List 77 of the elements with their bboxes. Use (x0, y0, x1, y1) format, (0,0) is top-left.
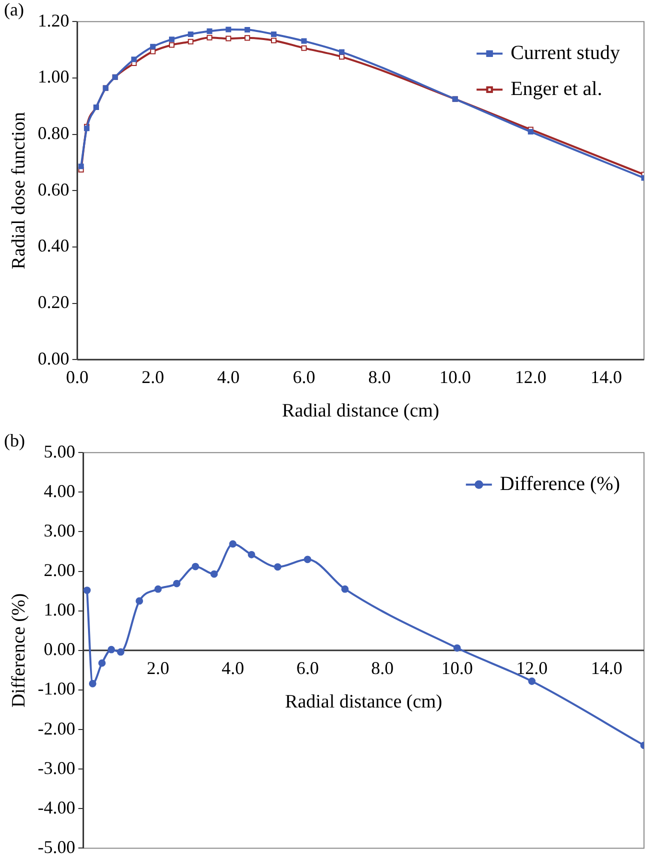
y-tick-label: 0.80 (38, 123, 70, 143)
y-tick-label: 0.20 (38, 292, 70, 312)
chart-title: (a) (4, 0, 24, 20)
point (341, 585, 349, 593)
y-tick-label: -1.00 (38, 678, 76, 699)
point (301, 38, 307, 44)
x-tick-label: 8.0 (371, 658, 394, 678)
point (192, 562, 200, 570)
y-tick-label: 1.00 (44, 600, 76, 620)
point (116, 648, 124, 656)
y-tick-label: 1.20 (38, 10, 70, 30)
point (206, 34, 212, 40)
x-tick-label: 4.0 (217, 367, 240, 388)
point (168, 36, 175, 42)
y-tick-label: 2.00 (44, 560, 76, 580)
y-tick-label: -5.00 (38, 836, 76, 857)
x-tick-label: 4.0 (222, 658, 244, 678)
y-tick-label: 0.00 (38, 348, 70, 368)
point (98, 659, 106, 667)
x-axis-title: Radial distance (cm) (285, 691, 442, 712)
point (168, 42, 175, 48)
y-tick-label: 0.00 (44, 639, 76, 660)
point (270, 32, 277, 38)
y-axis-title: Radial dose function (8, 111, 30, 270)
legend-label: Difference (%) (500, 472, 620, 495)
point (274, 563, 282, 571)
point (229, 540, 237, 548)
y-tick-label: 0.40 (38, 236, 70, 256)
point (248, 550, 256, 558)
point (83, 586, 91, 594)
point (453, 644, 461, 652)
point (154, 585, 162, 593)
point (528, 678, 536, 685)
point (78, 164, 84, 170)
point (304, 556, 312, 564)
x-tick-label: 8.0 (368, 367, 391, 388)
legend-label: Enger et al. (510, 78, 602, 100)
point (301, 45, 307, 51)
point (131, 56, 137, 62)
y-tick-label: 5.00 (44, 441, 76, 462)
y-tick-label: 0.60 (38, 179, 70, 200)
point (88, 680, 96, 688)
point (270, 38, 277, 44)
x-tick-label: 10.0 (441, 658, 473, 678)
point (226, 36, 232, 42)
x-tick-label: 6.0 (292, 367, 316, 388)
chart-title: (b) (4, 430, 25, 451)
x-axis-title: Radial distance (cm) (282, 400, 440, 422)
point (150, 44, 156, 50)
point (173, 580, 180, 588)
x-tick-label: 6.0 (296, 658, 319, 678)
x-tick-label: 0.0 (66, 367, 89, 388)
point (188, 32, 194, 38)
point (339, 49, 345, 55)
x-tick-label: 10.0 (439, 367, 471, 388)
y-tick-label: -2.00 (38, 718, 76, 738)
point (226, 26, 232, 32)
y-tick-label: 3.00 (44, 520, 76, 540)
x-tick-label: 14.0 (590, 367, 622, 388)
legend-label: Current study (510, 42, 620, 64)
y-tick-label: -4.00 (38, 797, 76, 818)
point (206, 28, 212, 34)
x-tick-label: 12.0 (516, 658, 548, 678)
point (108, 646, 116, 654)
point (210, 570, 218, 578)
point (244, 27, 250, 33)
point (136, 597, 144, 605)
x-tick-label: 2.0 (142, 367, 164, 388)
y-axis-title: Difference (%) (8, 593, 30, 708)
x-tick-label: 2.0 (146, 658, 170, 678)
y-tick-label: 1.00 (38, 66, 70, 87)
y-tick-label: 4.00 (44, 480, 76, 501)
point (244, 35, 250, 41)
y-tick-label: -3.00 (38, 758, 76, 778)
x-tick-label: 14.0 (590, 658, 622, 678)
point (188, 38, 194, 44)
x-tick-label: 12.0 (514, 367, 546, 388)
